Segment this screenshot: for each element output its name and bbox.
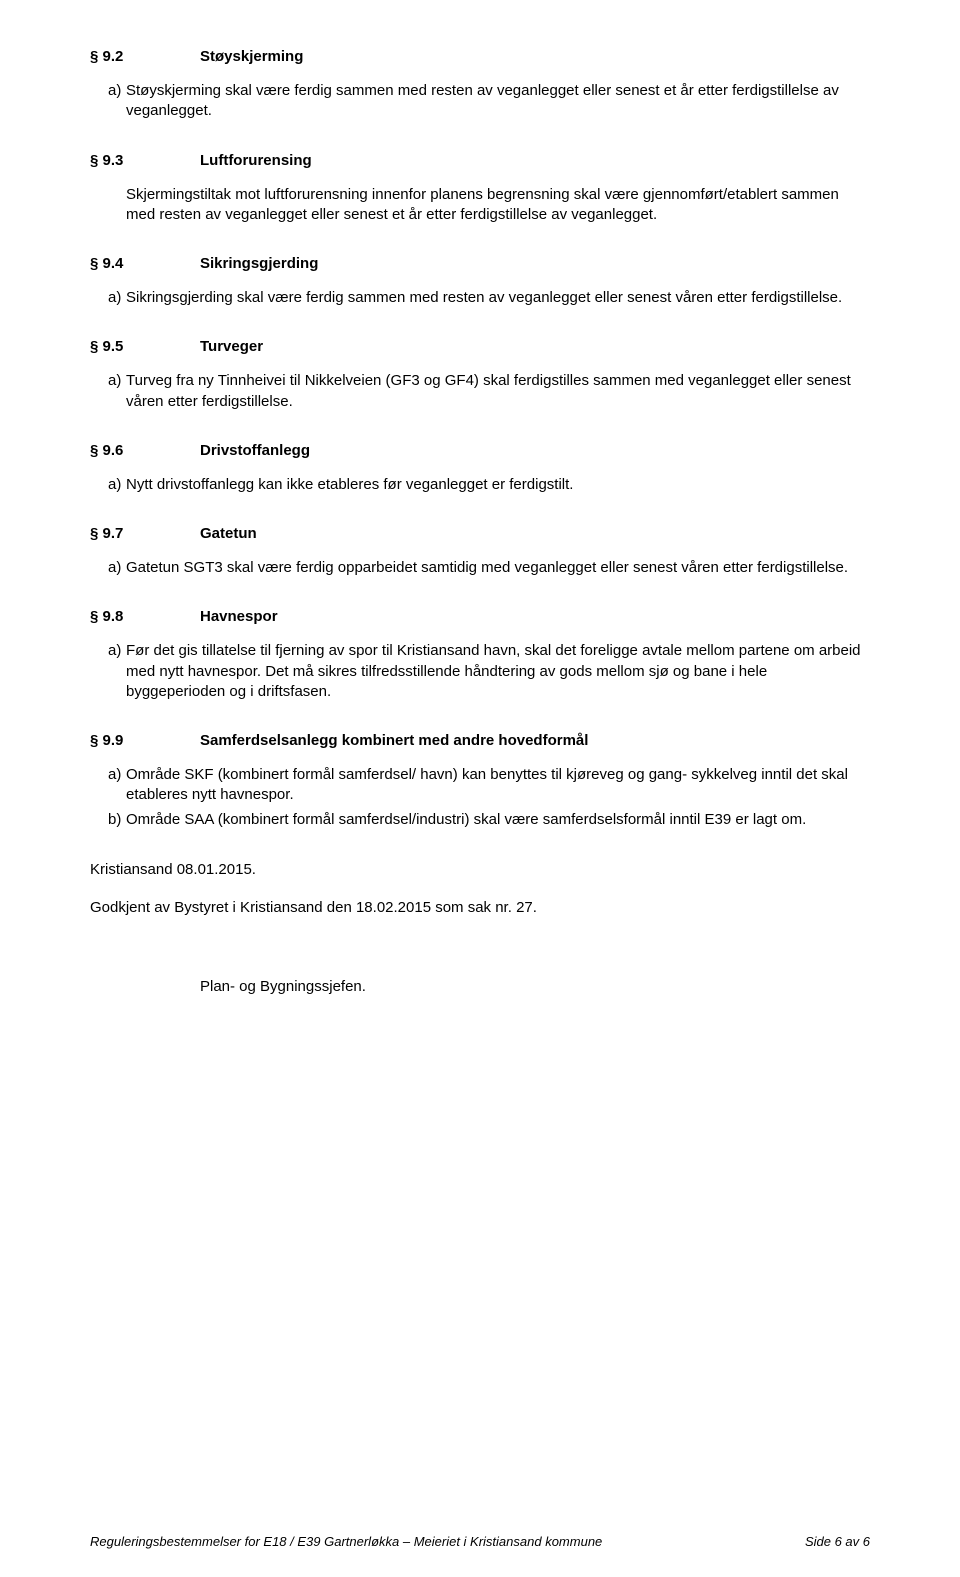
section-9-3-paragraph: Skjermingstiltak mot luftforurensning in… <box>126 185 870 226</box>
section-9-8-list: a) Før det gis tillatelse til fjerning a… <box>90 641 870 702</box>
list-item: a) Område SKF (kombinert formål samferds… <box>90 765 870 806</box>
list-text: Område SAA (kombinert formål samferdsel/… <box>126 810 870 830</box>
section-heading-9-7: § 9.7 Gatetun <box>90 525 870 542</box>
list-item: a) Sikringsgjerding skal være ferdig sam… <box>90 288 870 308</box>
section-num: § 9.7 <box>90 525 200 542</box>
section-9-6-list: a) Nytt drivstoffanlegg kan ikke etabler… <box>90 475 870 495</box>
list-marker: a) <box>90 288 126 308</box>
section-title: Støyskjerming <box>200 48 303 65</box>
list-item: b) Område SAA (kombinert formål samferds… <box>90 810 870 830</box>
footer-left: Reguleringsbestemmelser for E18 / E39 Ga… <box>90 1534 602 1549</box>
section-title: Drivstoffanlegg <box>200 442 310 459</box>
section-num: § 9.4 <box>90 255 200 272</box>
section-num: § 9.9 <box>90 732 200 749</box>
list-item: a) Gatetun SGT3 skal være ferdig opparbe… <box>90 558 870 578</box>
section-heading-9-2: § 9.2 Støyskjerming <box>90 48 870 65</box>
section-9-7-list: a) Gatetun SGT3 skal være ferdig opparbe… <box>90 558 870 578</box>
section-9-5-list: a) Turveg fra ny Tinnheivei til Nikkelve… <box>90 371 870 412</box>
list-marker: a) <box>90 765 126 806</box>
section-num: § 9.3 <box>90 152 200 169</box>
list-item: a) Turveg fra ny Tinnheivei til Nikkelve… <box>90 371 870 412</box>
date-line: Kristiansand 08.01.2015. <box>90 860 870 880</box>
approval-line: Godkjent av Bystyret i Kristiansand den … <box>90 898 870 918</box>
list-text: Før det gis tillatelse til fjerning av s… <box>126 641 870 702</box>
list-item: a) Før det gis tillatelse til fjerning a… <box>90 641 870 702</box>
section-heading-9-6: § 9.6 Drivstoffanlegg <box>90 442 870 459</box>
list-text: Støyskjerming skal være ferdig sammen me… <box>126 81 870 122</box>
section-num: § 9.5 <box>90 338 200 355</box>
footer-right: Side 6 av 6 <box>805 1534 870 1549</box>
section-title: Sikringsgjerding <box>200 255 318 272</box>
list-marker: b) <box>90 810 126 830</box>
section-num: § 9.6 <box>90 442 200 459</box>
page-footer: Reguleringsbestemmelser for E18 / E39 Ga… <box>90 1533 870 1549</box>
list-marker: a) <box>90 475 126 495</box>
list-text: Turveg fra ny Tinnheivei til Nikkelveien… <box>126 371 870 412</box>
section-title: Samferdselsanlegg kombinert med andre ho… <box>200 732 588 749</box>
list-marker: a) <box>90 558 126 578</box>
section-num: § 9.2 <box>90 48 200 65</box>
section-title: Turveger <box>200 338 263 355</box>
list-text: Sikringsgjerding skal være ferdig sammen… <box>126 288 870 308</box>
section-heading-9-4: § 9.4 Sikringsgjerding <box>90 255 870 272</box>
section-title: Gatetun <box>200 525 257 542</box>
section-9-4-list: a) Sikringsgjerding skal være ferdig sam… <box>90 288 870 308</box>
signoff-line: Plan- og Bygningssjefen. <box>200 978 870 995</box>
page: § 9.2 Støyskjerming a) Støyskjerming ska… <box>0 0 960 1577</box>
section-heading-9-3: § 9.3 Luftforurensing <box>90 152 870 169</box>
section-title: Luftforurensing <box>200 152 312 169</box>
section-9-2-list: a) Støyskjerming skal være ferdig sammen… <box>90 81 870 122</box>
section-heading-9-8: § 9.8 Havnespor <box>90 608 870 625</box>
section-heading-9-9: § 9.9 Samferdselsanlegg kombinert med an… <box>90 732 870 749</box>
list-marker: a) <box>90 81 126 122</box>
section-9-9-list: a) Område SKF (kombinert formål samferds… <box>90 765 870 830</box>
list-marker: a) <box>90 641 126 702</box>
section-title: Havnespor <box>200 608 278 625</box>
list-marker: a) <box>90 371 126 412</box>
list-text: Nytt drivstoffanlegg kan ikke etableres … <box>126 475 870 495</box>
list-item: a) Støyskjerming skal være ferdig sammen… <box>90 81 870 122</box>
section-heading-9-5: § 9.5 Turveger <box>90 338 870 355</box>
section-num: § 9.8 <box>90 608 200 625</box>
list-item: a) Nytt drivstoffanlegg kan ikke etabler… <box>90 475 870 495</box>
list-text: Område SKF (kombinert formål samferdsel/… <box>126 765 870 806</box>
list-text: Gatetun SGT3 skal være ferdig opparbeide… <box>126 558 870 578</box>
